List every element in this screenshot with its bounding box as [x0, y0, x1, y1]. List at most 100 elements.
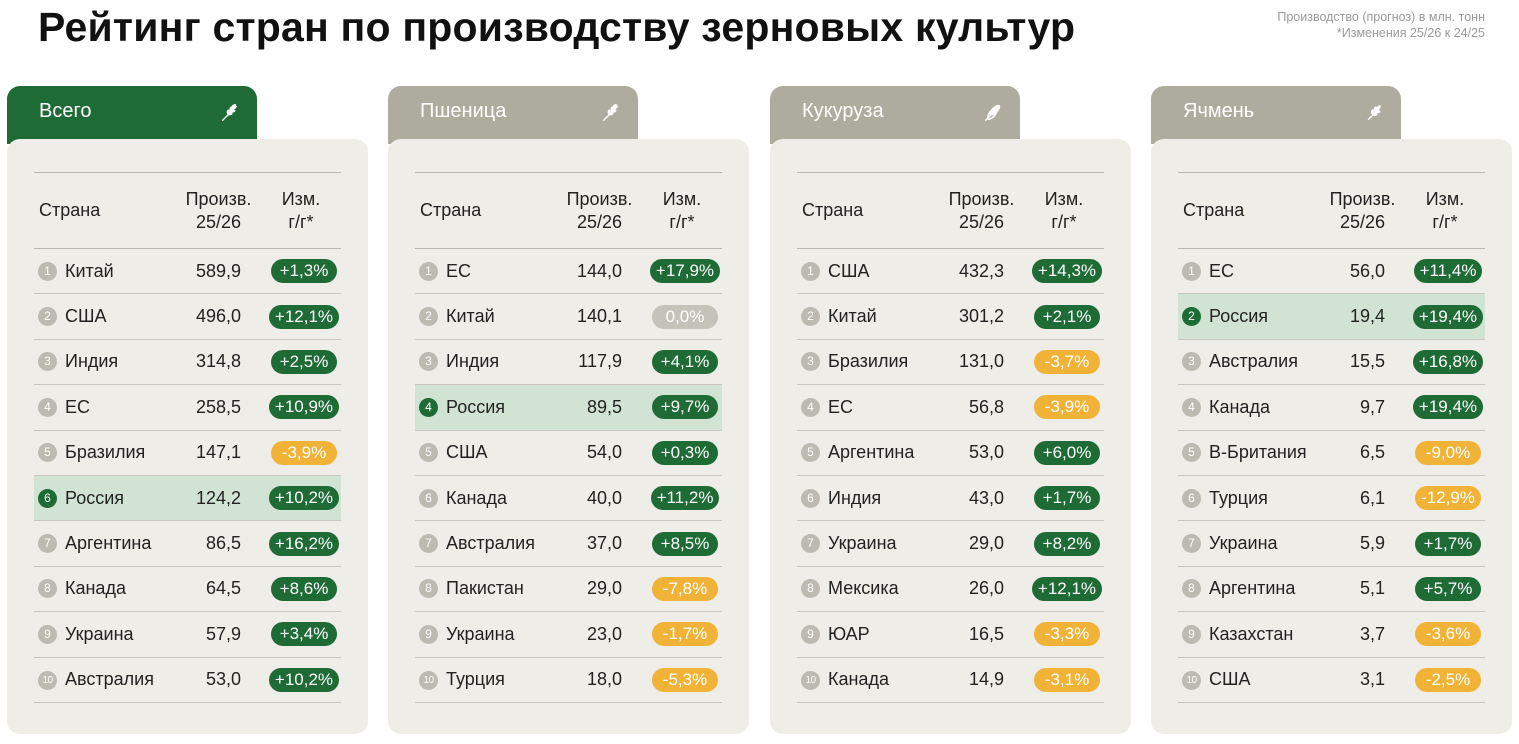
country-cell: 8 Аргентина — [1178, 566, 1320, 613]
table-header-row: Страна Произв. 25/26 Изм. г/г* — [1178, 172, 1485, 249]
rank-badge: 10 — [419, 671, 438, 691]
change-badge: 0,0% — [652, 304, 718, 329]
production-value: 53,0 — [939, 430, 1024, 476]
change-badge: +8,5% — [652, 531, 718, 556]
country-cell: 6 Россия — [34, 475, 176, 522]
table-row: 5 Бразилия 147,1 -3,9% — [34, 430, 341, 476]
tab-2[interactable]: Пшеница — [388, 86, 638, 144]
table-row: 4 ЕС 56,8 -3,9% — [797, 384, 1104, 431]
tab-label: Ячмень — [1183, 100, 1255, 122]
production-value: 9,7 — [1320, 384, 1405, 431]
header-change-line2: г/г* — [1051, 211, 1077, 232]
header-change-line2: г/г* — [669, 211, 695, 232]
production-value: 124,2 — [176, 475, 261, 522]
header-change-line1: Изм. — [662, 188, 702, 209]
change-cell: -3,6% — [1405, 611, 1485, 658]
country-cell: 5 В-Британия — [1178, 430, 1320, 476]
table-row: 7 Аргентина 86,5 +16,2% — [34, 520, 341, 567]
country-cell: 10 США — [1178, 657, 1320, 703]
change-cell: +11,4% — [1405, 248, 1485, 295]
table-row: 9 Украина 57,9 +3,4% — [34, 611, 341, 658]
country-name: ЕС — [65, 396, 91, 417]
table-row: 8 Пакистан 29,0 -7,8% — [415, 566, 722, 613]
tab-3[interactable]: Кукуруза — [770, 86, 1020, 144]
rank-badge: 8 — [1182, 579, 1201, 599]
change-cell: -12,9% — [1405, 475, 1485, 522]
table-row: 5 США 54,0 +0,3% — [415, 430, 722, 476]
country-name: Турция — [1209, 487, 1268, 508]
header-change-line1: Изм. — [281, 188, 321, 209]
table-row: 1 ЕС 144,0 +17,9% — [415, 248, 722, 295]
rank-badge: 10 — [38, 671, 57, 691]
change-badge: +17,9% — [649, 259, 721, 284]
change-badge: -12,9% — [1415, 486, 1481, 511]
rank-badge: 4 — [801, 397, 820, 417]
change-cell: +19,4% — [1405, 293, 1485, 340]
table-row: 6 Турция 6,1 -12,9% — [1178, 475, 1485, 522]
header-change-line2: г/г* — [1432, 211, 1458, 232]
production-value: 144,0 — [557, 248, 642, 295]
rank-badge: 5 — [419, 443, 438, 463]
change-cell: +12,1% — [1024, 566, 1104, 613]
rank-badge: 8 — [801, 579, 820, 599]
rank-badge: 9 — [1182, 624, 1201, 644]
change-badge: -3,9% — [1034, 395, 1100, 420]
production-value: 56,0 — [1320, 248, 1405, 295]
change-badge: -1,7% — [652, 622, 718, 647]
change-cell: -9,0% — [1405, 430, 1485, 476]
country-cell: 10 Турция — [415, 657, 557, 703]
table-row: 8 Мексика 26,0 +12,1% — [797, 566, 1104, 613]
wheat-icon — [600, 101, 622, 123]
production-value: 496,0 — [176, 293, 261, 340]
ranking-card: Страна Произв. 25/26 Изм. г/г* 1 ЕС 144,0 +… — [388, 139, 749, 734]
change-cell: -3,1% — [1024, 657, 1104, 703]
production-value: 589,9 — [176, 248, 261, 295]
tab-4[interactable]: Ячмень — [1151, 86, 1401, 144]
production-value: 432,3 — [939, 248, 1024, 295]
change-badge: -3,6% — [1415, 622, 1481, 647]
country-name: Казахстан — [1209, 623, 1294, 644]
header-production-line2: 25/26 — [576, 211, 623, 232]
country-name: Канада — [446, 487, 507, 508]
change-cell: +1,7% — [1405, 520, 1485, 567]
change-cell: +2,1% — [1024, 293, 1104, 340]
change-cell: +9,7% — [642, 384, 722, 431]
country-cell: 9 Украина — [34, 611, 176, 658]
table-row: 2 Россия 19,4 +19,4% — [1178, 293, 1485, 340]
change-cell: +8,6% — [261, 566, 341, 613]
table-row: 2 США 496,0 +12,1% — [34, 293, 341, 340]
production-value: 117,9 — [557, 339, 642, 386]
rank-badge: 6 — [38, 488, 57, 508]
table-row: 7 Украина 5,9 +1,7% — [1178, 520, 1485, 567]
production-value: 314,8 — [176, 339, 261, 386]
tab-1[interactable]: Всего — [7, 86, 257, 144]
change-cell: -2,5% — [1405, 657, 1485, 703]
change-cell: +2,5% — [261, 339, 341, 386]
country-cell: 3 Индия — [34, 339, 176, 386]
change-cell: +3,4% — [261, 611, 341, 658]
rank-badge: 10 — [1182, 671, 1201, 691]
country-cell: 4 Канада — [1178, 384, 1320, 431]
change-cell: +8,2% — [1024, 520, 1104, 567]
production-value: 18,0 — [557, 657, 642, 703]
country-cell: 4 ЕС — [797, 384, 939, 431]
ranking-table: Страна Произв. 25/26 Изм. г/г* 1 ЕС 56,0 +1… — [1178, 172, 1485, 703]
change-cell: +10,2% — [261, 657, 341, 703]
change-badge: +2,1% — [1034, 304, 1100, 329]
table-row: 1 США 432,3 +14,3% — [797, 248, 1104, 295]
country-cell: 7 Украина — [797, 520, 939, 567]
change-badge: -2,5% — [1415, 667, 1481, 692]
production-value: 258,5 — [176, 384, 261, 431]
table-row: 3 Бразилия 131,0 -3,7% — [797, 339, 1104, 386]
production-value: 6,5 — [1320, 430, 1405, 476]
change-badge: +16,2% — [268, 531, 340, 556]
country-name: Индия — [65, 351, 119, 372]
panel-1: Всего Страна Произв. 25/26 Изм. г/г* 1 Кита… — [7, 86, 368, 734]
header-country: Страна — [797, 172, 939, 249]
rank-badge: 4 — [38, 397, 57, 417]
change-cell: -1,7% — [642, 611, 722, 658]
country-cell: 7 Австралия — [415, 520, 557, 567]
production-value: 86,5 — [176, 520, 261, 567]
country-name: США — [828, 260, 870, 281]
header-production: Произв. 25/26 — [939, 172, 1024, 249]
